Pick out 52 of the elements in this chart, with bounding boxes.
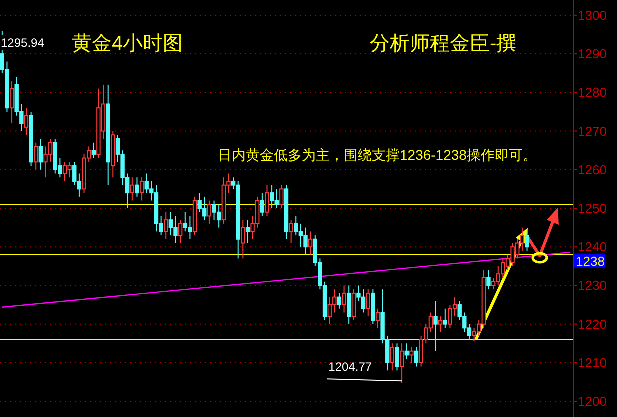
candlestick: [404, 343, 409, 360]
annotation: 1204.77: [328, 360, 372, 374]
candlestick: [342, 285, 346, 314]
annotation: 日内黄金低多为主，围绕支撑1236-1238操作即可。: [218, 147, 537, 163]
candlestick: [38, 138, 44, 170]
y-tick-label: 1260: [578, 162, 607, 178]
candlestick: [390, 343, 395, 372]
y-tick-label: 1220: [578, 316, 607, 332]
candlestick: [265, 184, 270, 217]
y-tick-label: 1290: [578, 46, 607, 62]
text: 分析师程金臣-撰: [370, 33, 517, 55]
candlestick: [395, 343, 400, 372]
candlestick: [525, 231, 530, 252]
candlestick: [92, 142, 96, 159]
candlestick: [438, 316, 443, 333]
candlestick: [434, 300, 438, 352]
candlestick: [308, 231, 313, 256]
annotation: 1295.94: [1, 36, 45, 50]
candlestick: [34, 142, 38, 170]
candlestick: [289, 220, 294, 244]
candlestick: [207, 200, 212, 224]
candlestick: [130, 177, 135, 202]
candlestick: [376, 308, 380, 329]
candlestick: [140, 177, 144, 202]
text: 黄金4小时图: [72, 33, 184, 55]
candlestick: [337, 292, 342, 310]
y-tick-label: 1200: [578, 394, 607, 410]
candlestick: [443, 308, 448, 329]
candlestick: [352, 289, 356, 321]
candlestick: [164, 212, 168, 240]
y-tick-label: 1230: [578, 278, 607, 294]
candlestick: [10, 80, 14, 124]
candlestick: [241, 220, 246, 260]
ref-line-label: 1238: [576, 254, 605, 269]
candlestick: [366, 289, 370, 318]
y-tick-label: 1300: [578, 8, 607, 23]
candlestick: [280, 184, 284, 209]
candlestick: [24, 108, 29, 136]
y-tick-label: 1210: [578, 355, 607, 370]
y-tick-label: 1270: [578, 124, 607, 139]
candlestick: [410, 347, 414, 364]
y-tick-label: 1250: [578, 201, 607, 216]
candlestick: [178, 220, 183, 244]
candlestick: [246, 220, 250, 244]
candlestick: [346, 285, 352, 325]
candlestick: [486, 270, 491, 290]
y-tick-label: 1240: [578, 240, 607, 255]
candlestick: [260, 192, 265, 217]
candlestick: [414, 347, 419, 368]
y-tick-label: 1280: [578, 85, 607, 100]
candlestick: [400, 343, 404, 384]
candlestick: [135, 177, 140, 198]
